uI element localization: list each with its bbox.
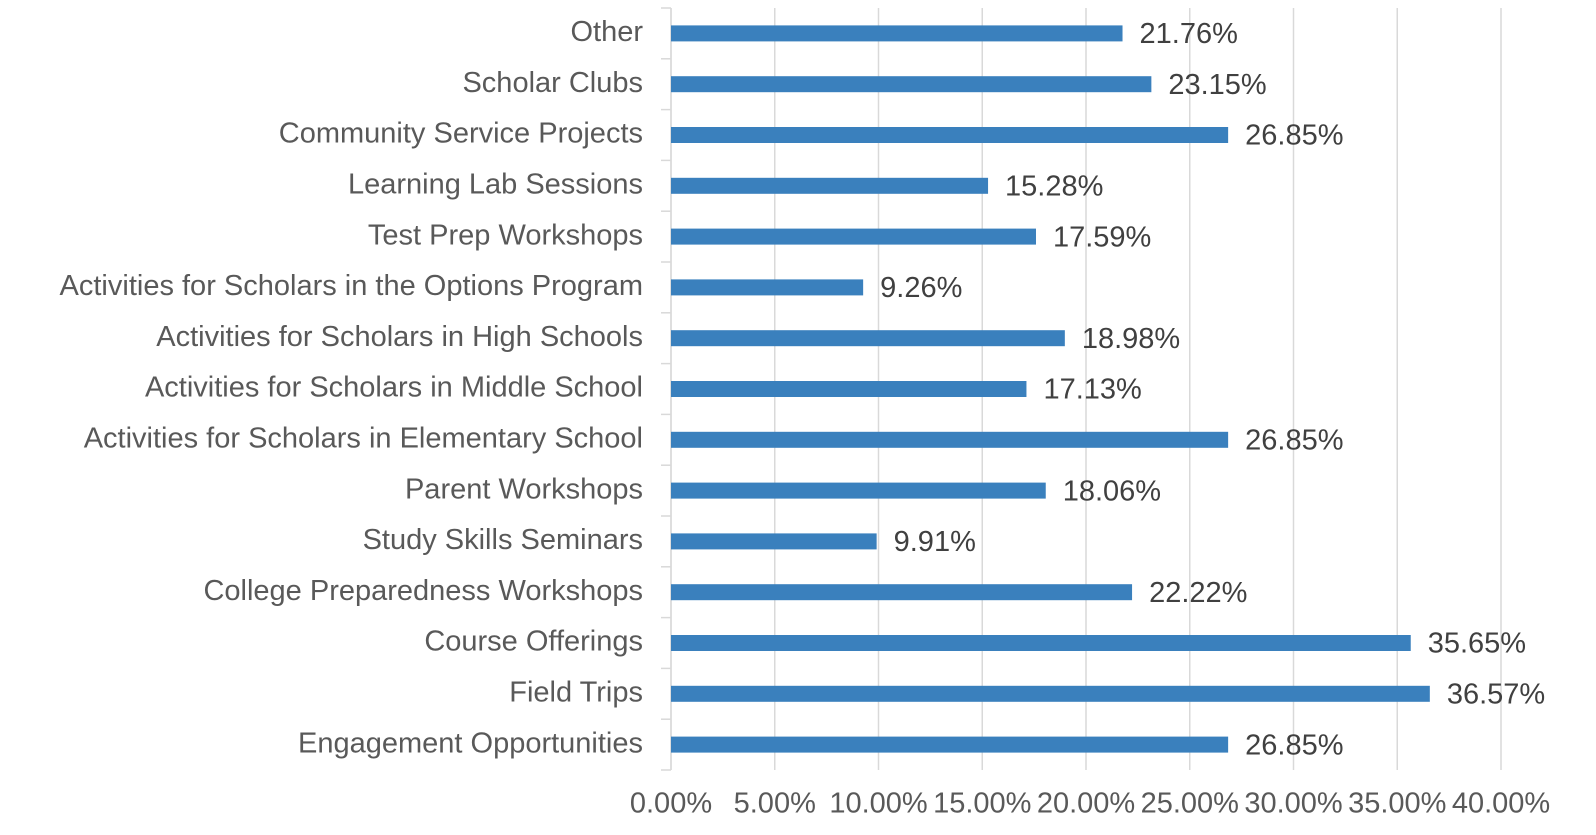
y-tick-label: Course Offerings <box>424 626 643 658</box>
y-tick-label: Scholar Clubs <box>462 67 643 99</box>
y-tick-label: Parent Workshops <box>405 473 643 505</box>
value-label: 18.98% <box>1082 323 1180 355</box>
value-label: 26.85% <box>1245 120 1343 152</box>
value-label: 36.57% <box>1447 678 1545 710</box>
bar <box>671 736 1229 753</box>
x-tick-label: 40.00% <box>1452 788 1550 820</box>
x-tick-label: 10.00% <box>829 788 927 820</box>
y-tick-label: Activities for Scholars in High Schools <box>156 321 643 353</box>
bar <box>671 127 1229 143</box>
value-label: 22.22% <box>1149 577 1247 609</box>
y-tick-label: Test Prep Workshops <box>368 219 643 251</box>
value-label: 23.15% <box>1168 69 1266 101</box>
value-label: 17.59% <box>1053 221 1151 253</box>
value-label: 17.13% <box>1043 374 1141 406</box>
y-tick-label: Activities for Scholars in Elementary Sc… <box>84 422 643 454</box>
bar <box>671 76 1152 93</box>
value-label: 9.26% <box>880 272 962 304</box>
value-label: 35.65% <box>1428 628 1526 660</box>
y-tick-label: Study Skills Seminars <box>363 524 643 556</box>
x-tick-label: 25.00% <box>1141 788 1239 820</box>
bar <box>671 533 877 550</box>
value-label: 26.85% <box>1245 424 1343 456</box>
value-label: 15.28% <box>1005 170 1103 202</box>
y-tick-label: Engagement Opportunities <box>298 727 643 759</box>
x-tick-label: 30.00% <box>1244 788 1342 820</box>
bar <box>671 381 1027 397</box>
bar <box>671 635 1411 651</box>
x-tick-label: 35.00% <box>1348 788 1446 820</box>
value-label: 9.91% <box>894 526 976 558</box>
bar <box>671 279 864 296</box>
bar <box>671 431 1229 448</box>
value-label: 26.85% <box>1245 729 1343 761</box>
x-tick-label: 15.00% <box>933 788 1031 820</box>
y-tick-label: Field Trips <box>509 676 643 708</box>
y-tick-label: Activities for Scholars in the Options P… <box>60 270 643 302</box>
bar <box>671 482 1046 499</box>
bar <box>671 584 1133 601</box>
y-tick-label: Other <box>570 16 643 48</box>
bar <box>671 25 1123 42</box>
y-tick-label: Learning Lab Sessions <box>348 168 643 200</box>
y-tick-label: College Preparedness Workshops <box>203 575 643 607</box>
bar <box>671 228 1036 245</box>
bar <box>671 330 1065 347</box>
value-label: 18.06% <box>1063 475 1161 507</box>
bar <box>671 177 989 194</box>
x-tick-label: 20.00% <box>1037 788 1135 820</box>
x-tick-label: 5.00% <box>734 788 816 820</box>
x-tick-label: 0.00% <box>630 788 712 820</box>
y-tick-label: Community Service Projects <box>279 118 643 150</box>
y-tick-label: Activities for Scholars in Middle School <box>145 372 643 404</box>
value-label: 21.76% <box>1140 18 1238 50</box>
bar <box>671 685 1430 702</box>
